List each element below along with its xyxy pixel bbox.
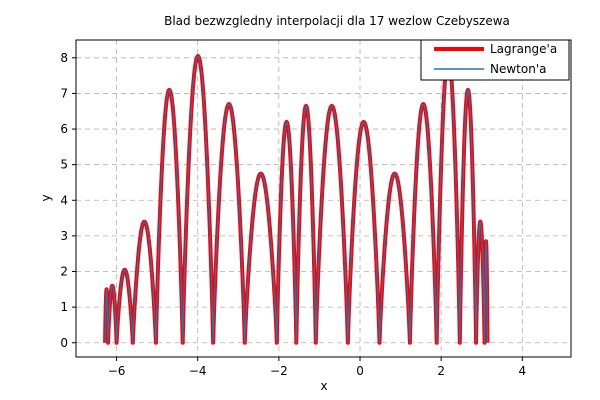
x-tick-label: −2 [270, 364, 288, 378]
legend: Lagrange'a Newton'a [420, 39, 570, 81]
series-line-newton [104, 55, 489, 344]
y-tick-label: 1 [60, 300, 68, 314]
y-tick-label: 2 [60, 265, 68, 279]
legend-box [420, 39, 570, 81]
y-tick-label: 0 [60, 336, 68, 350]
y-tick-label: 8 [60, 51, 68, 65]
y-tick-label: 5 [60, 158, 68, 172]
y-axis-label: y [39, 194, 53, 201]
x-tick-label: −6 [108, 364, 126, 378]
x-axis-label: x [320, 379, 327, 393]
plot-area [103, 54, 490, 345]
axes-frame [75, 39, 572, 358]
chart-title: Blad bezwzgledny interpolacji dla 17 wez… [164, 14, 510, 28]
x-tick-label: 4 [518, 364, 526, 378]
axis-ticks: −6 −4 −2 0 2 4 0 1 2 3 4 5 6 7 8 [60, 51, 526, 378]
legend-label-lagrange: Lagrange'a [490, 42, 557, 56]
y-tick-label: 4 [60, 193, 68, 207]
legend-label-newton: Newton'a [490, 62, 546, 76]
x-tick-label: 0 [356, 364, 364, 378]
x-tick-label: −4 [189, 364, 207, 378]
y-tick-label: 7 [60, 86, 68, 100]
x-tick-label: 2 [437, 364, 445, 378]
y-tick-label: 6 [60, 122, 68, 136]
y-tick-label: 3 [60, 229, 68, 243]
